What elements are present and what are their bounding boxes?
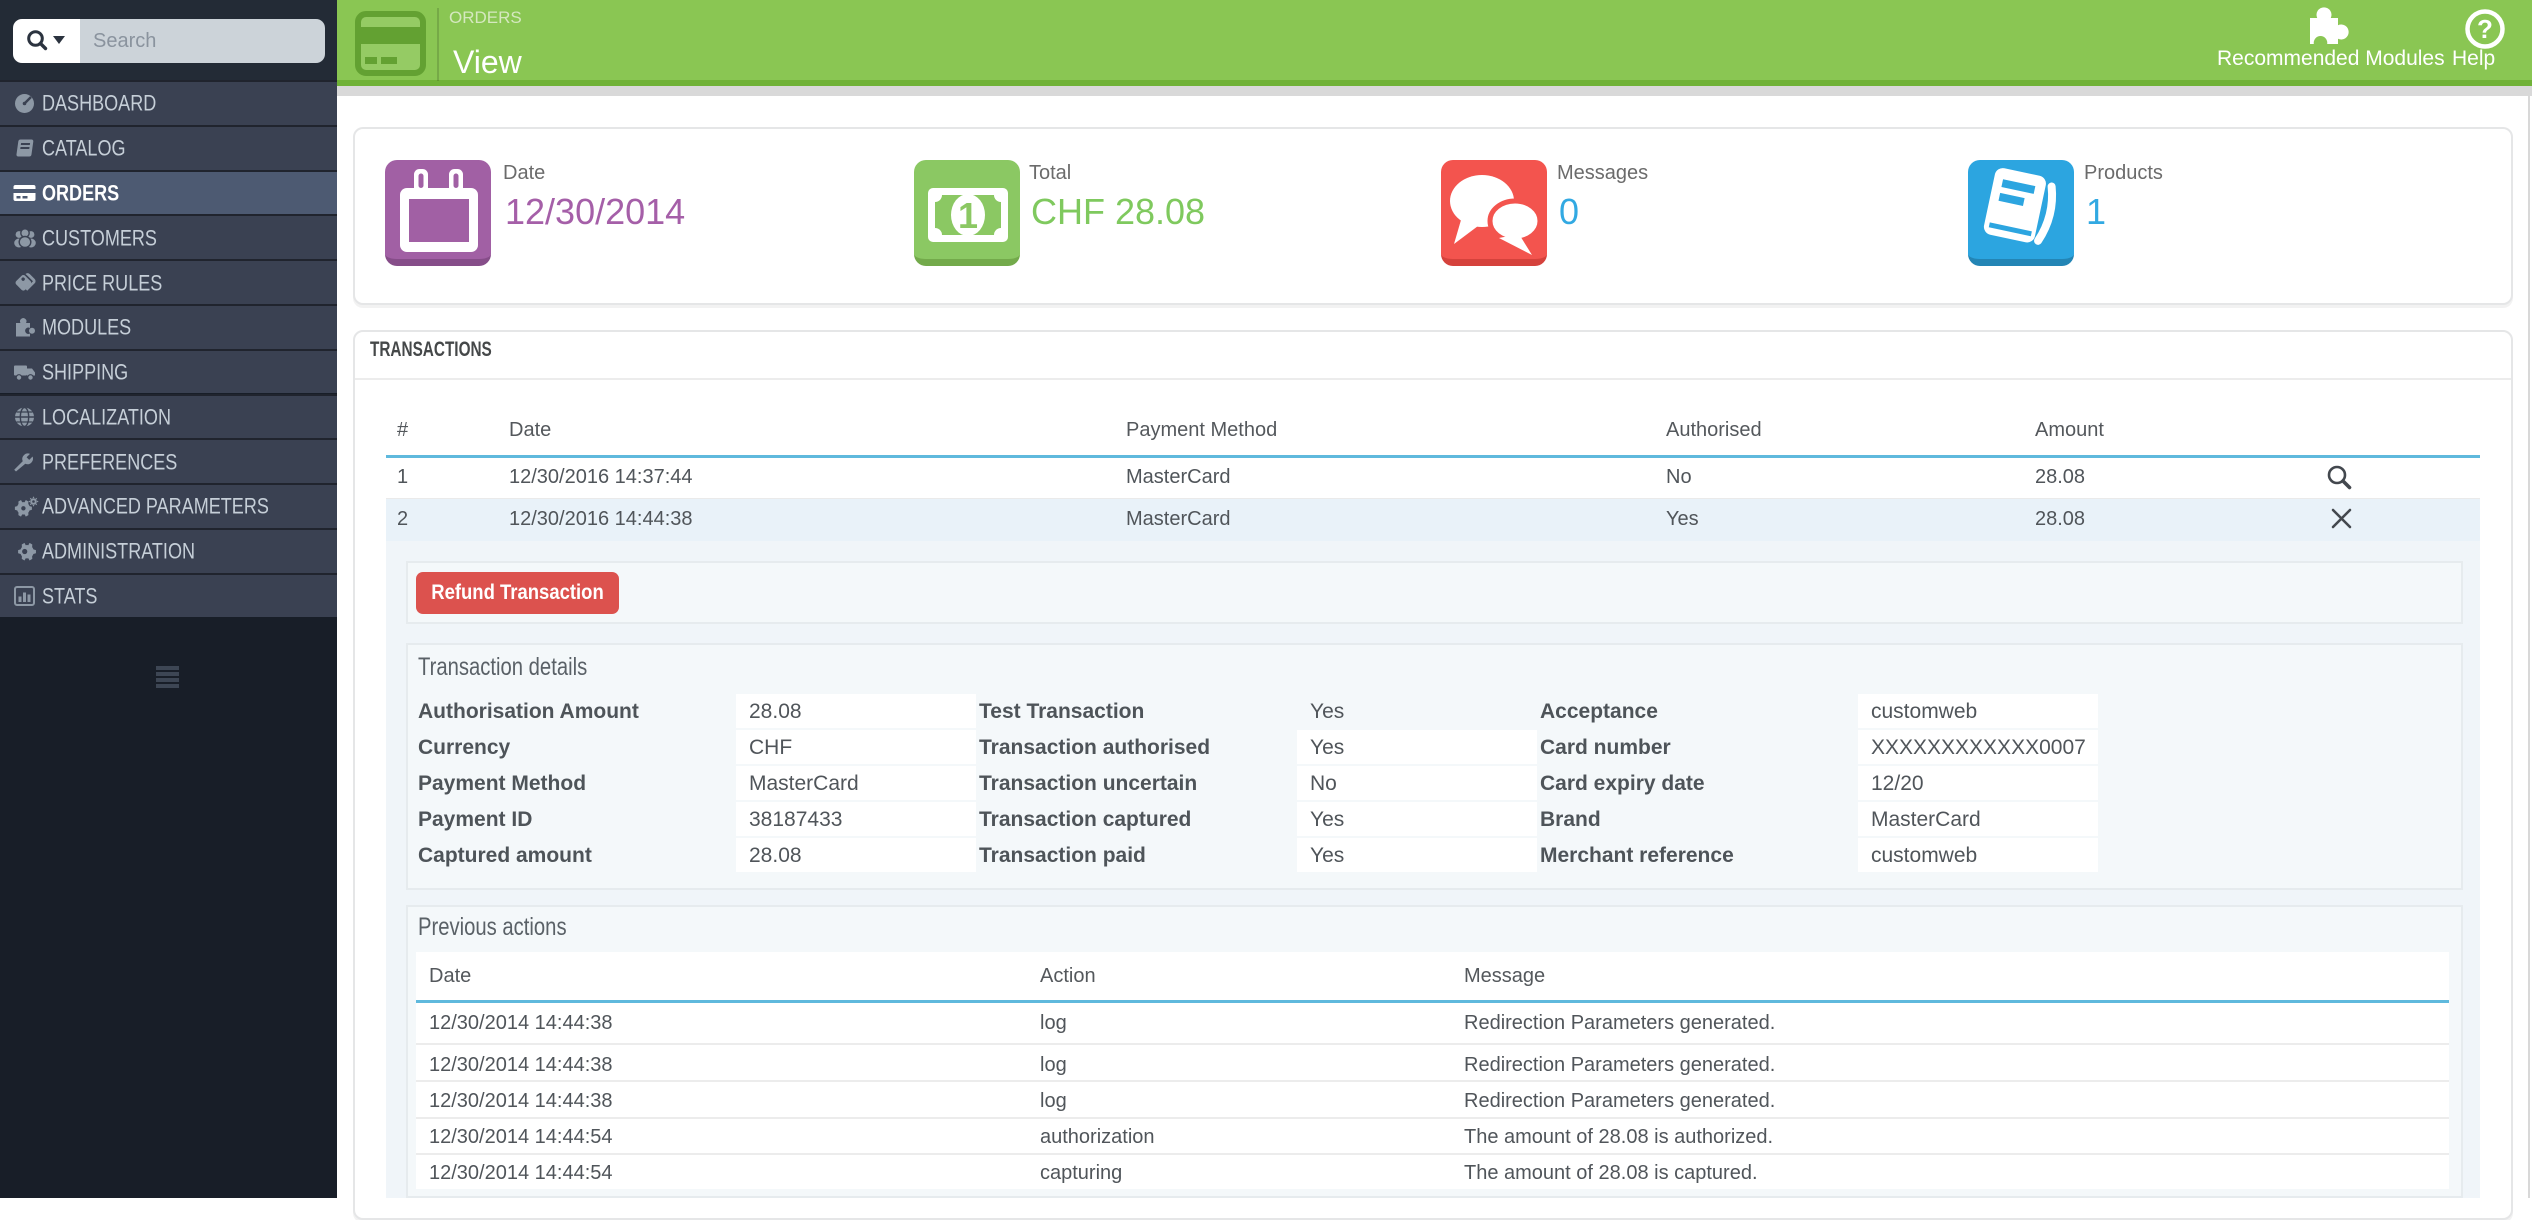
svg-text:?: ? (2477, 14, 2493, 44)
svg-text:1: 1 (958, 195, 978, 236)
